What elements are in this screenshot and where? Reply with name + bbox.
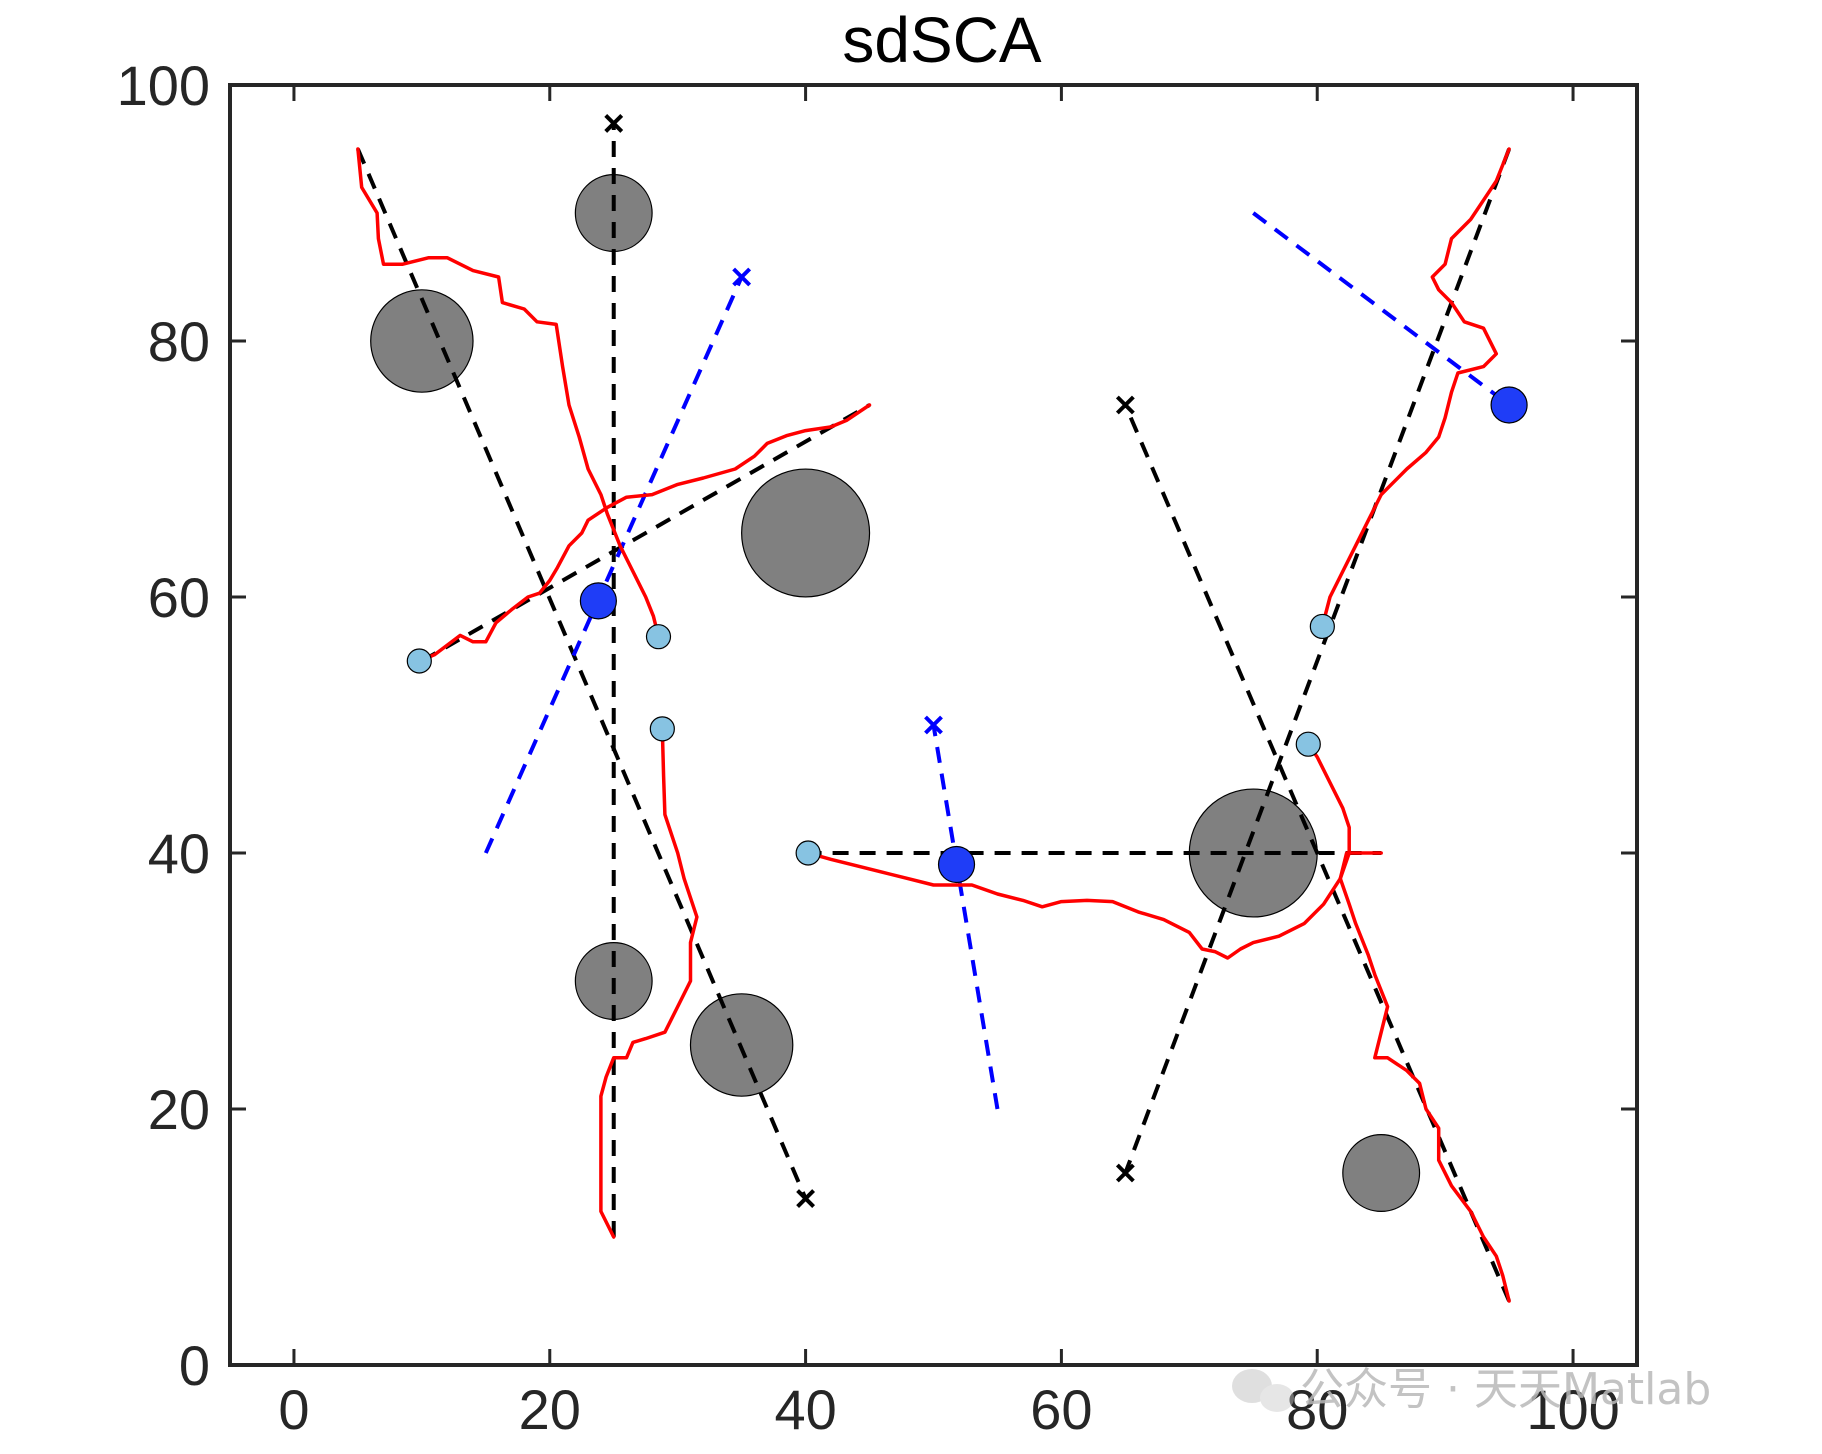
agent-marker [1309,613,1335,640]
dynamic-path [483,276,744,854]
x-tick-label: 80 [1286,1378,1348,1441]
y-tick-label: 0 [179,1334,210,1397]
y-tick-label: 80 [148,310,210,373]
planned-path [1123,404,1511,1302]
agent-marker [795,840,821,866]
agent-marker [649,716,675,742]
agent-marker [406,648,432,674]
y-tick-label: 100 [117,54,210,117]
watermark: 公众号 · 天天Matlab [1232,1364,1711,1415]
goal-marker [1115,1163,1135,1183]
planned-path [356,148,808,1200]
obstacles-layer [370,174,1421,1212]
agent-marker [645,624,672,650]
planned-path [1123,148,1511,1174]
trajectories-layer [356,147,1511,1303]
planned-paths-layer [356,113,1511,1302]
obstacle-circle [1342,1134,1421,1212]
dynamic-goal-marker [924,715,943,735]
obstacle-circle [741,468,871,598]
dynamic-paths-layer [483,211,1511,1110]
agent-trajectory [1320,147,1511,629]
dynamic-path [931,724,1000,1110]
watermark-text: 公众号 · 天天Matlab [1300,1364,1711,1415]
goal-marker [604,113,624,133]
y-tick-label: 60 [148,566,210,629]
obstacle-circle [370,289,474,393]
dynamic-obstacle-marker [1490,386,1528,424]
goal-marker [796,1189,816,1209]
x-tick-label: 40 [774,1378,836,1441]
agent-trajectory [417,403,872,663]
goal-marker [1115,395,1135,415]
y-tick-label: 20 [148,1078,210,1141]
axis-ticks-layer: 0 20 40 60 80 100 0 20 40 60 80 100 [117,54,1637,1441]
x-tick-label: 100 [1526,1378,1619,1441]
agent-trajectory [599,727,699,1239]
agent-trajectory [1306,742,1511,1303]
planned-path [420,403,871,663]
x-tick-label: 20 [519,1378,581,1441]
x-tick-label: 60 [1030,1378,1092,1441]
dynamic-obstacle-marker [937,845,976,884]
plot-frame [228,83,1639,1367]
agent-marker [1295,731,1321,757]
chart-title: sdSCA [842,4,1042,76]
markers-layer [406,386,1528,884]
x-tick-label: 0 [278,1378,309,1441]
dynamic-path [1252,211,1511,407]
y-tick-label: 40 [148,822,210,885]
dynamic-goal-marker [732,267,752,287]
dynamic-obstacle-marker [579,582,617,620]
agent-trajectory [806,851,1383,960]
obstacle-circle [574,174,653,252]
agent-trajectory [356,147,661,639]
wechat-icon [1232,1369,1294,1412]
